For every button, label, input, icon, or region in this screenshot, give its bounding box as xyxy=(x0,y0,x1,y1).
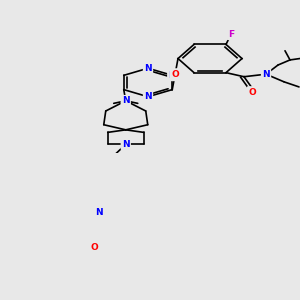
Text: O: O xyxy=(91,243,99,252)
Text: N: N xyxy=(144,92,152,101)
Text: N: N xyxy=(122,96,130,105)
Text: F: F xyxy=(228,30,234,39)
Text: N: N xyxy=(95,208,103,217)
Text: N: N xyxy=(262,70,270,79)
Text: N: N xyxy=(168,71,176,80)
Text: O: O xyxy=(171,70,179,79)
Text: N: N xyxy=(144,64,152,73)
Text: N: N xyxy=(122,140,130,149)
Text: O: O xyxy=(248,88,256,97)
